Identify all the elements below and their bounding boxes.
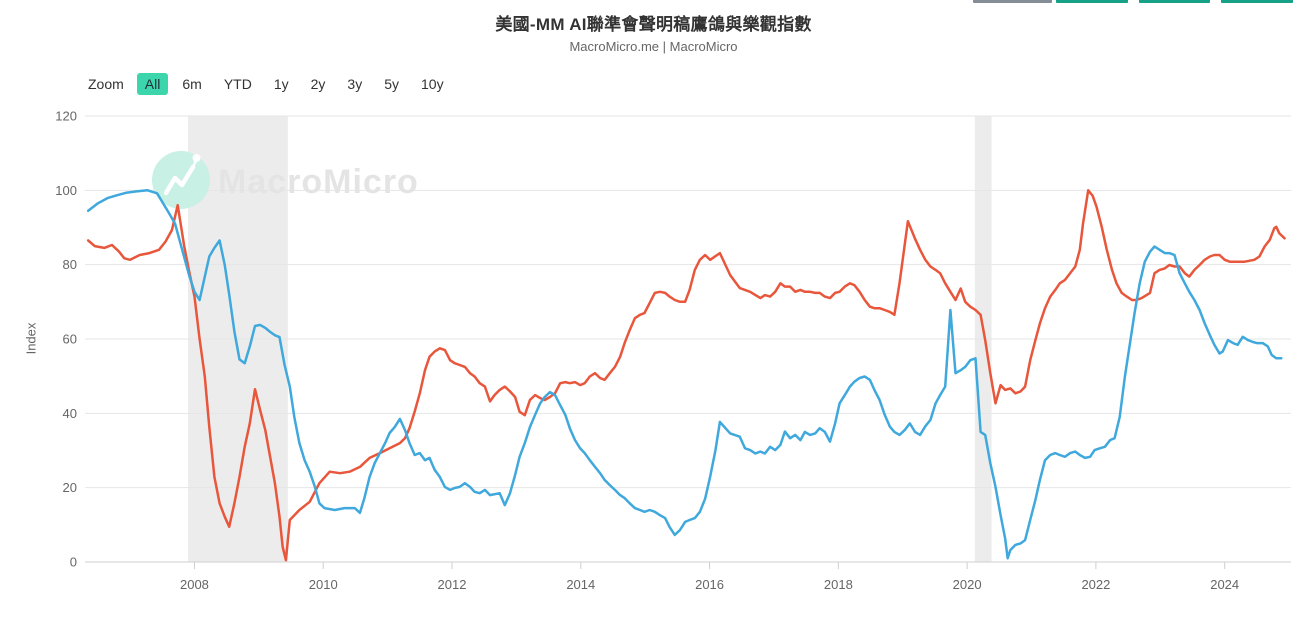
x-tick-label: 2020 (953, 577, 982, 592)
y-tick-label: 120 (55, 109, 77, 124)
zoom-toolbar: Zoom All 6m YTD 1y 2y 3y 5y 10y (88, 73, 452, 95)
x-tick-label: 2022 (1081, 577, 1110, 592)
x-tick-label: 2018 (824, 577, 853, 592)
partial-button-teal-1[interactable] (1056, 0, 1128, 3)
zoom-range-button-6m[interactable]: 6m (174, 73, 209, 95)
x-tick-label: 2012 (438, 577, 467, 592)
zoom-range-button-1y[interactable]: 1y (266, 73, 297, 95)
x-tick-label: 2024 (1210, 577, 1239, 592)
series-line-red (86, 189, 1286, 562)
zoom-label: Zoom (88, 76, 124, 92)
zoom-range-button-5y[interactable]: 5y (376, 73, 407, 95)
logo-mountain (163, 164, 196, 196)
logo-flag-circle (192, 154, 201, 162)
y-tick-label: 0 (70, 555, 77, 570)
y-tick-label: 80 (63, 257, 77, 272)
y-tick-label: 100 (55, 183, 77, 198)
x-tick-label: 2010 (309, 577, 338, 592)
partial-button-teal-3[interactable] (1221, 0, 1293, 3)
zoom-range-button-2y[interactable]: 2y (303, 73, 334, 95)
chart-subtitle: MacroMicro.me | MacroMicro (569, 39, 738, 54)
x-tick-label: 2008 (180, 577, 209, 592)
series-line-blue (86, 189, 1283, 560)
y-tick-label: 40 (63, 406, 77, 421)
zoom-range-buttons: All 6m YTD 1y 2y 3y 5y 10y (136, 73, 452, 95)
zoom-range-button-3y[interactable]: 3y (339, 73, 370, 95)
y-tick-label: 60 (63, 332, 77, 347)
chart-title: 美國-MM AI聯準會聲明稿鷹鴿與樂觀指數 (495, 15, 812, 34)
watermark-text: MacroMicro (218, 163, 419, 201)
partial-button-teal-2[interactable] (1139, 0, 1210, 3)
partial-button-gray[interactable] (973, 0, 1052, 3)
x-tick-label: 2016 (695, 577, 724, 592)
y-tick-label: 20 (63, 480, 77, 495)
x-tick-label: 2014 (566, 577, 595, 592)
watermark: MacroMicro (152, 151, 419, 209)
zoom-range-button-ytd[interactable]: YTD (216, 73, 260, 95)
zoom-range-button-all[interactable]: All (136, 73, 169, 95)
zoom-range-button-10y[interactable]: 10y (413, 73, 452, 95)
